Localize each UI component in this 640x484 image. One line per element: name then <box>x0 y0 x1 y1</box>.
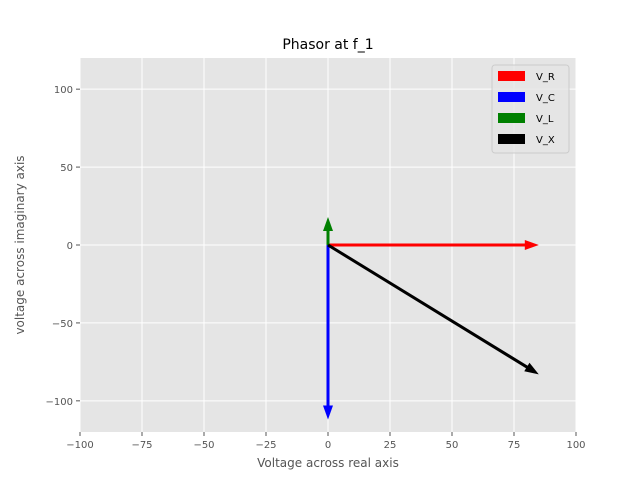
phasor-v-l <box>323 216 333 245</box>
arrow-head <box>323 216 333 231</box>
arrow-head <box>524 362 539 375</box>
y-tick-label: −50 <box>52 319 73 330</box>
x-tick-label: −25 <box>255 440 276 451</box>
legend-swatch <box>498 134 525 144</box>
phasor-v-r <box>328 240 539 250</box>
axis-ticks: −100 −75 −50 −25 0 25 50 75 100 −100 −50 0 50 100 <box>46 85 586 451</box>
x-tick-label: −50 <box>193 440 214 451</box>
x-tick-label: −75 <box>131 440 152 451</box>
y-tick-label: −100 <box>46 397 73 408</box>
legend-item-v-c: V_C <box>498 92 555 104</box>
arrow-head <box>524 240 539 250</box>
y-tick-label: 100 <box>54 85 73 96</box>
legend-box <box>491 64 570 154</box>
arrow-shaft <box>327 243 530 370</box>
legend-swatch <box>498 71 525 81</box>
chart-title: Phasor at f_1 <box>282 37 373 53</box>
x-tick-label: 100 <box>566 440 585 451</box>
phasor-v-c <box>323 245 333 420</box>
legend-label: V_C <box>536 93 555 104</box>
x-tick-label: −100 <box>66 440 93 451</box>
y-tick-label: 0 <box>67 241 73 252</box>
legend-item-v-r: V_R <box>498 71 555 83</box>
x-axis-label: Voltage across real axis <box>257 456 399 470</box>
legend-item-v-x: V_X <box>498 134 555 146</box>
legend-swatch <box>498 113 525 123</box>
x-tick-label: 50 <box>446 440 459 451</box>
phasor-v-x <box>327 243 539 375</box>
y-tick-label: 50 <box>60 163 73 174</box>
x-tick-label: 75 <box>508 440 521 451</box>
legend-label: V_L <box>536 114 554 125</box>
legend: V_R V_C V_L V_X <box>491 64 570 154</box>
arrow-head <box>323 405 333 420</box>
legend-item-v-l: V_L <box>498 113 554 125</box>
legend-swatch <box>498 92 525 102</box>
legend-label: V_X <box>536 135 555 146</box>
x-tick-label: 25 <box>384 440 397 451</box>
x-tick-label: 0 <box>325 440 331 451</box>
legend-label: V_R <box>536 72 555 83</box>
y-axis-label: voltage across imaginary axis <box>13 155 27 334</box>
phasor-arrows <box>323 216 539 420</box>
